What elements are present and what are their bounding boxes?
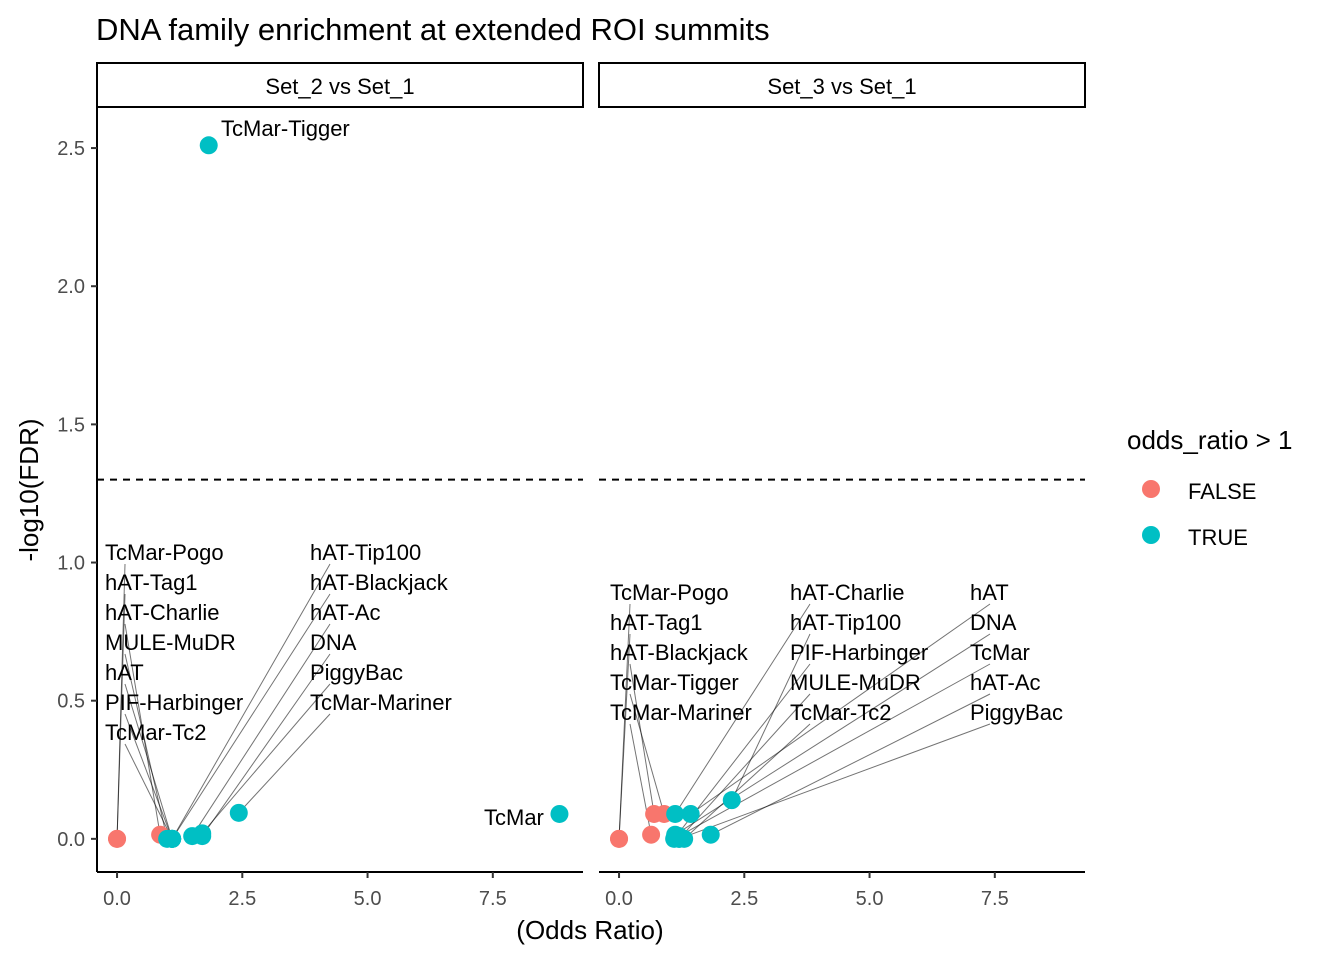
- label-segment: [678, 693, 811, 840]
- point-label: PIF-Harbinger: [790, 640, 928, 665]
- x-tick-label: 5.0: [354, 888, 382, 910]
- label-segment: [124, 683, 173, 839]
- point-label: hAT-Charlie: [105, 600, 220, 625]
- label-segment: [618, 633, 631, 839]
- y-tick-label: 1.0: [57, 553, 85, 575]
- legend-key-true: [1142, 526, 1160, 544]
- label-segment: [629, 693, 665, 815]
- point-label: MULE-MuDR: [105, 630, 236, 655]
- data-point: [163, 829, 182, 848]
- point-label: hAT-Tip100: [310, 540, 421, 565]
- label-segment: [678, 723, 991, 840]
- x-tick-label: 2.5: [730, 888, 758, 910]
- label-segment: [171, 593, 331, 840]
- x-tick-label: 7.5: [981, 888, 1009, 910]
- point-label: MULE-MuDR: [790, 670, 921, 695]
- point-label: TcMar-Mariner: [610, 700, 752, 725]
- y-tick-label: 2.5: [57, 138, 85, 160]
- point-label: hAT: [105, 660, 144, 685]
- point-label: DNA: [970, 610, 1017, 635]
- label-segment: [629, 663, 655, 815]
- point-label: hAT-Charlie: [790, 580, 905, 605]
- label-segment: [683, 723, 811, 840]
- x-tick-label: 0.0: [605, 888, 633, 910]
- x-tick-label: 2.5: [228, 888, 256, 910]
- data-point: [550, 804, 569, 823]
- point-label: TcMar-Tigger: [610, 670, 739, 695]
- point-label: DNA: [310, 630, 357, 655]
- data-point: [701, 825, 720, 844]
- data-point: [199, 136, 218, 155]
- point-label: TcMar: [970, 640, 1030, 665]
- panel-1: Set_2 vs Set_1 0.0 0.5 1.0 1.5 2.0 2.5 0.0 2.5 5.…: [57, 62, 584, 910]
- data-point: [675, 829, 694, 848]
- legend-label-false: FALSE: [1188, 479, 1256, 504]
- facet-strip-title: Set_3 vs Set_1: [767, 74, 916, 99]
- point-label: TcMar-Tc2: [105, 720, 206, 745]
- data-point: [666, 804, 685, 823]
- legend: odds_ratio > 1 FALSE TRUE: [1127, 425, 1293, 550]
- point-label: hAT-Tag1: [105, 570, 198, 595]
- point-label: PIF-Harbinger: [105, 690, 243, 715]
- facet-strip: [598, 62, 1086, 108]
- panel-2: Set_3 vs Set_1 0.0 2.5 5.0 7.5 TcMar-Pogo hAT-…: [598, 62, 1086, 910]
- data-point: [722, 791, 741, 810]
- point-label: hAT-Ac: [310, 600, 381, 625]
- label-segment: [238, 713, 331, 814]
- data-point: [610, 829, 629, 848]
- point-label: TcMar-Tc2: [790, 700, 891, 725]
- point-label: TcMar-Pogo: [105, 540, 224, 565]
- point-label: PiggyBac: [970, 700, 1063, 725]
- data-point: [108, 829, 127, 848]
- legend-title: odds_ratio > 1: [1127, 425, 1293, 455]
- label-segment: [201, 683, 331, 834]
- label-segment: [710, 693, 991, 836]
- x-tick-label: 0.0: [103, 888, 131, 910]
- label-segment: [674, 603, 811, 815]
- label-segment: [690, 603, 991, 815]
- y-tick-label: 1.5: [57, 414, 85, 436]
- point-label: PiggyBac: [310, 660, 403, 685]
- facet-strip: [96, 62, 584, 108]
- y-tick-label: 0.5: [57, 691, 85, 713]
- label-segment: [124, 743, 173, 840]
- point-label: hAT: [970, 580, 1009, 605]
- label-segment: [116, 593, 126, 839]
- label-segment: [191, 623, 331, 837]
- data-point: [193, 824, 212, 843]
- point-label: TcMar-Pogo: [610, 580, 729, 605]
- x-tick-label: 7.5: [479, 888, 507, 910]
- point-label: hAT-Tag1: [610, 610, 703, 635]
- data-point: [642, 825, 661, 844]
- label-segment: [731, 633, 811, 801]
- y-tick-label: 0.0: [57, 829, 85, 851]
- label-segment: [201, 653, 331, 837]
- data-point: [681, 804, 700, 823]
- point-label: hAT-Blackjack: [610, 640, 749, 665]
- label-segment: [171, 563, 331, 840]
- x-tick-label: 5.0: [856, 888, 884, 910]
- point-label: TcMar-Mariner: [310, 690, 452, 715]
- legend-key-false: [1142, 480, 1160, 498]
- point-label: hAT-Blackjack: [310, 570, 449, 595]
- point-label: TcMar: [484, 805, 544, 830]
- y-tick-label: 2.0: [57, 276, 85, 298]
- facet-strip-title: Set_2 vs Set_1: [265, 74, 414, 99]
- y-axis-label: -log10(FDR): [14, 418, 44, 561]
- legend-label-true: TRUE: [1188, 525, 1248, 550]
- chart-title: DNA family enrichment at extended ROI su…: [96, 12, 770, 47]
- point-label: TcMar-Tigger: [221, 116, 350, 141]
- x-axis-label: (Odds Ratio): [516, 915, 663, 945]
- data-point: [229, 803, 248, 822]
- label-segment: [124, 713, 173, 840]
- point-label: hAT-Tip100: [790, 610, 901, 635]
- point-label: hAT-Ac: [970, 670, 1041, 695]
